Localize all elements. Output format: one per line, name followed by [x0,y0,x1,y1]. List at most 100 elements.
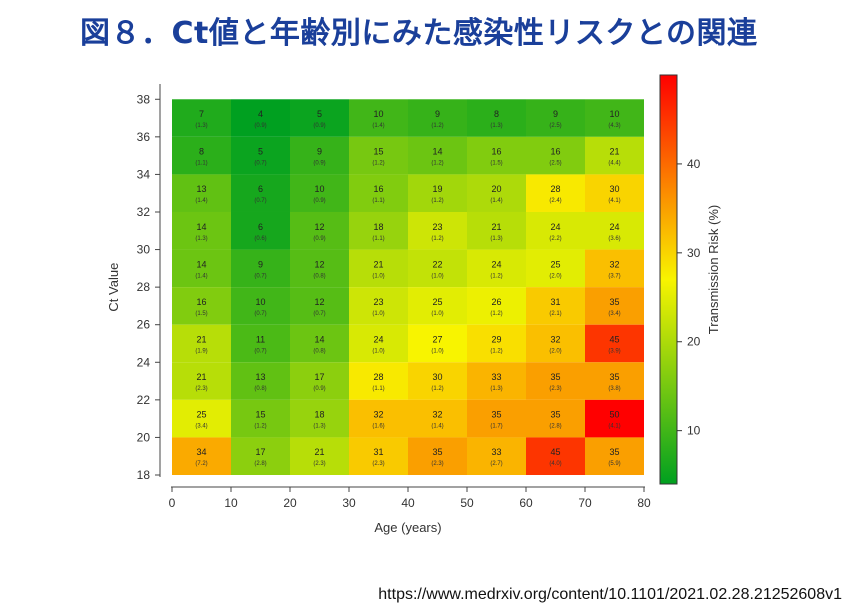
heatmap-cell [172,362,231,400]
heatmap-cell [231,249,290,288]
cell-error-label: (1.0) [431,273,443,279]
cell-value-label: 14 [314,334,324,344]
cell-value-label: 32 [432,410,442,420]
heatmap-cell [231,287,290,325]
heatmap-cell [585,249,644,288]
cell-error-label: (1.3) [490,123,502,129]
cell-value-label: 12 [314,297,324,307]
colorbar [659,74,678,485]
cell-value-label: 31 [373,447,383,457]
cell-error-label: (4.1) [608,198,620,204]
colorbar-tick-label: 40 [687,157,701,171]
cell-error-label: (0.8) [313,273,325,279]
cell-value-label: 31 [550,297,560,307]
y-tick-label: 38 [137,92,151,106]
cell-error-label: (0.9) [313,161,325,167]
cell-error-label: (1.4) [490,198,502,204]
cell-value-label: 45 [609,334,619,344]
heatmap-cell [231,324,290,363]
heatmap-cell [467,249,526,288]
cell-value-label: 33 [491,372,501,382]
cell-value-label: 9 [553,109,558,119]
cell-value-label: 9 [317,147,322,157]
cell-error-label: (2.1) [549,311,561,317]
heatmap-cell [172,211,231,250]
heatmap-cell [408,249,467,288]
colorbar-tick-label: 30 [687,246,701,260]
cell-value-label: 23 [373,297,383,307]
x-tick-label: 0 [169,496,176,510]
colorbar-tick-label: 10 [687,424,701,438]
heatmap-cell [408,399,467,438]
cell-value-label: 26 [491,297,501,307]
cell-error-label: (1.2) [431,198,443,204]
cell-value-label: 12 [314,222,324,232]
heatmap-cell [526,437,585,475]
cell-value-label: 4 [258,109,263,119]
heatmap-cell [290,174,349,212]
heatmap-cell [408,211,467,250]
cell-value-label: 27 [432,334,442,344]
cell-error-label: (1.1) [372,236,384,242]
cell-value-label: 32 [373,410,383,420]
heatmap-cell [290,287,349,325]
heatmap-cell [467,99,526,137]
cell-error-label: (0.8) [313,348,325,354]
source-url: https://www.medrxiv.org/content/10.1101/… [378,586,842,603]
cell-error-label: (1.9) [195,348,207,354]
cell-error-label: (1.1) [372,386,384,392]
cell-error-label: (1.4) [372,123,384,129]
y-tick-label: 26 [137,318,151,332]
cell-error-label: (0.7) [254,198,266,204]
cell-error-label: (2.4) [549,198,561,204]
cell-value-label: 30 [609,184,619,194]
heatmap-cell [290,362,349,400]
cell-value-label: 14 [196,259,206,269]
heatmap-cell [526,211,585,250]
cell-value-label: 34 [196,447,206,457]
cell-error-label: (2.8) [254,461,266,467]
x-tick-label: 60 [519,496,533,510]
cell-error-label: (1.5) [195,311,207,317]
heatmap-cell [290,249,349,288]
cell-error-label: (2.3) [549,386,561,392]
x-axis-label: Age (years) [374,520,441,535]
cell-error-label: (0.7) [254,348,266,354]
cell-error-label: (0.8) [254,386,266,392]
heatmap-cell [408,362,467,400]
heatmap-cell [172,324,231,363]
heatmap-cell [172,249,231,288]
cell-error-label: (2.3) [195,386,207,392]
y-tick-label: 34 [137,167,151,181]
cell-error-label: (1.2) [490,311,502,317]
cell-value-label: 16 [550,147,560,157]
cell-value-label: 18 [314,410,324,420]
cell-error-label: (1.3) [313,424,325,430]
x-tick-label: 30 [342,496,356,510]
cell-error-label: (0.9) [313,386,325,392]
heatmap-cell [231,362,290,400]
y-tick-label: 18 [137,468,151,482]
heatmap-cell [467,324,526,363]
heatmap-cell [290,211,349,250]
cell-error-label: (0.7) [313,311,325,317]
cell-value-label: 13 [196,184,206,194]
heatmap-cell [349,362,408,400]
cell-value-label: 21 [196,334,206,344]
cell-error-label: (0.9) [313,236,325,242]
heatmap-cell [349,437,408,475]
heatmap-cell [526,287,585,325]
cell-value-label: 23 [432,222,442,232]
cell-value-label: 28 [373,372,383,382]
cell-error-label: (1.2) [431,123,443,129]
cell-error-label: (2.0) [549,273,561,279]
cell-error-label: (1.2) [431,386,443,392]
cell-value-label: 21 [609,147,619,157]
cell-value-label: 10 [609,109,619,119]
cell-value-label: 18 [373,222,383,232]
heatmap-cell [467,211,526,250]
cell-value-label: 35 [550,372,560,382]
cell-error-label: (3.4) [195,424,207,430]
heatmap-cell [349,211,408,250]
